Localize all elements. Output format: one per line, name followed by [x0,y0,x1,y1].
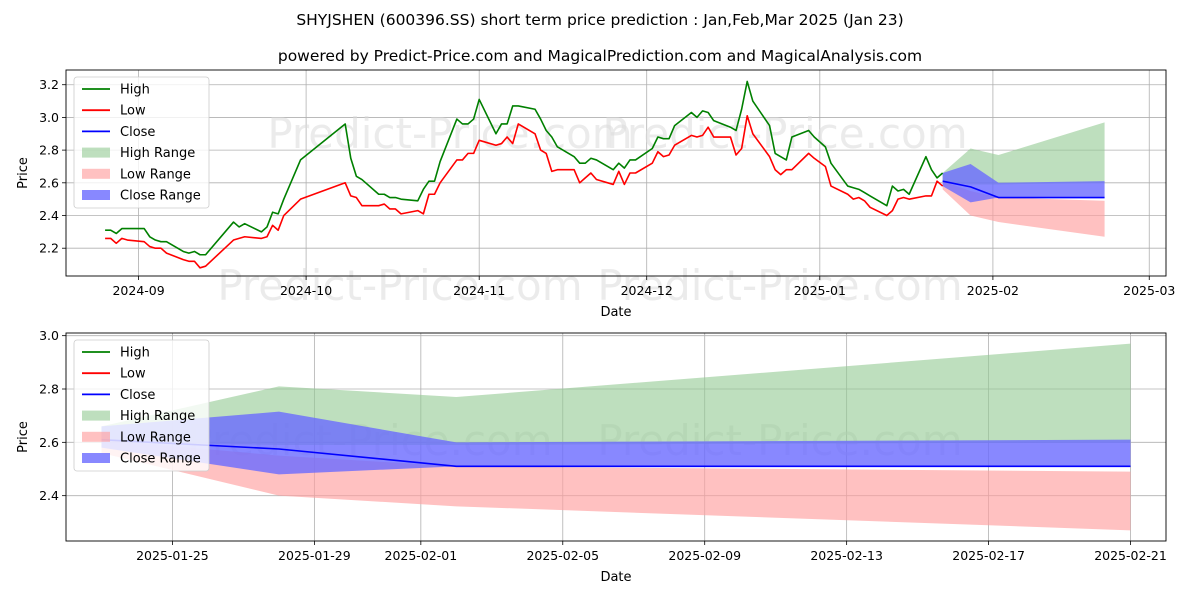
x-tick-label: 2024-12 [621,283,673,298]
y-tick-label: 2.4 [39,488,59,503]
top-panel: Predict-Price.comPredict-Price.comPredic… [16,69,1175,320]
legend-patch-swatch [82,168,110,179]
legend-patch-swatch [82,147,110,158]
legend-entry: Close [120,388,155,403]
legend-entry: High Range [120,146,195,161]
y-tick-label: 3.0 [39,110,59,125]
high-series-line [105,80,944,256]
close-range-band [101,411,1131,475]
low-series-line [105,114,944,269]
legend-patch-swatch [82,453,110,463]
legend-entry: High [120,83,150,98]
x-tick-label: 2025-01-25 [136,548,209,563]
watermark-text: Predict-Price.com [267,109,632,158]
watermark-text: Predict-Price.com [602,109,967,158]
x-tick-label: 2025-01-29 [278,548,351,563]
x-tick-label: 2025-02-01 [385,548,458,563]
y-tick-label: 2.6 [39,435,59,450]
close-series-line [942,180,1105,199]
x-tick-label: 2025-02-05 [526,548,599,563]
x-tick-label: 2025-02 [967,283,1019,298]
legend-entry: Close [120,125,155,140]
y-tick-label: 3.0 [39,328,59,343]
x-tick-label: 2025-03 [1123,283,1175,298]
plot-frame [65,69,1167,277]
x-tick-label: 2025-02-13 [810,548,883,563]
x-tick-label: 2025-01 [794,283,846,298]
plot-frame [65,332,1167,542]
y-tick-label: 3.2 [39,77,59,92]
close-range-band [942,164,1105,203]
chart-title: SHYJSHEN (600396.SS) short term price pr… [296,11,903,29]
y-tick-label: 2.2 [39,241,59,256]
legend-entry: Low [120,104,146,119]
x-axis-label: Date [600,305,631,320]
y-tick-label: 2.6 [39,175,59,190]
legend-entry: High Range [120,409,195,424]
y-tick-label: 2.8 [39,143,59,158]
legend-entry: Low Range [120,167,191,182]
watermark-text: Predict-Price.com [597,261,962,310]
high-range-band [101,343,1131,445]
legend-patch-swatch [82,431,110,442]
legend-patch-swatch [82,410,110,421]
x-tick-label: 2025-02-21 [1094,548,1167,563]
legend-entry: Low [120,367,146,382]
x-tick-label: 2024-11 [453,283,505,298]
legend-entry: High [120,346,150,361]
x-tick-label: 2025-02-17 [952,548,1025,563]
x-tick-label: 2024-10 [280,283,332,298]
x-tick-label: 2025-02-09 [668,548,741,563]
y-axis-label: Price [16,157,31,189]
legend-entry: Close Range [120,452,201,467]
y-axis-label: Price [16,421,31,453]
y-tick-label: 2.4 [39,208,59,223]
legend-entry: Close Range [120,189,201,204]
x-axis-label: Date [600,570,631,585]
chart-subtitle: powered by Predict-Price.com and Magical… [278,47,922,65]
x-tick-label: 2024-09 [112,283,164,298]
legend-patch-swatch [82,190,110,200]
watermark-text: Predict-Price.com [217,261,582,310]
y-tick-label: 2.8 [39,382,59,397]
legend: High Low Close High Range Low Range Close Ran… [73,339,210,472]
bottom-panel: Predict-Price.comPredict-Price.com2025-0… [16,328,1167,585]
high-range-band [942,122,1105,185]
legend-entry: Low Range [120,430,191,445]
legend: High Low Close High Range Low Range Close Ran… [73,76,210,209]
